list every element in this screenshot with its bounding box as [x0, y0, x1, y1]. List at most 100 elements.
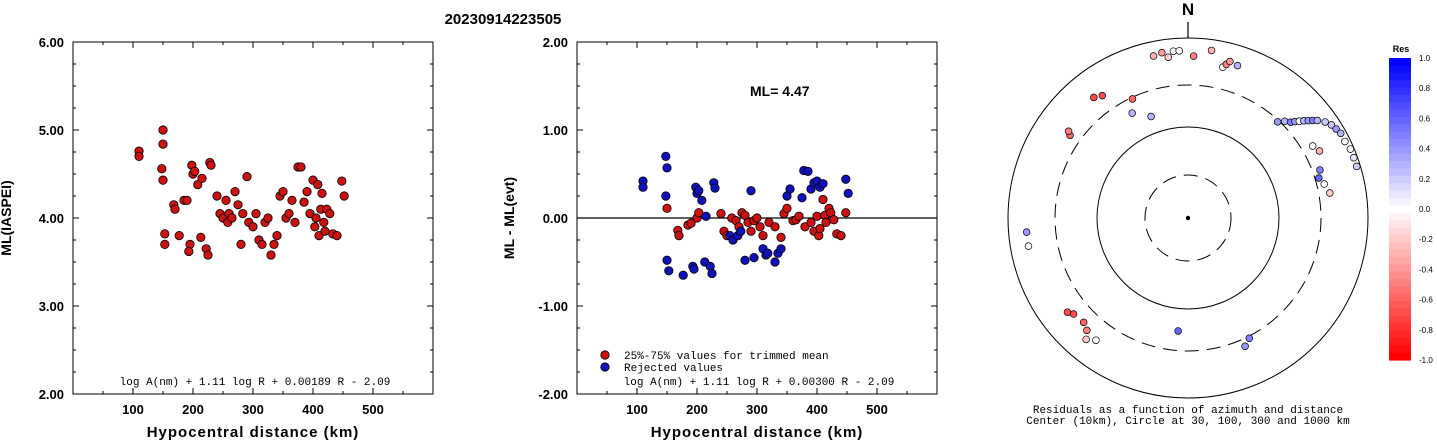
station-marker: [1128, 109, 1136, 117]
residual-point-s1: [664, 266, 674, 276]
residual-point-s1: [803, 166, 813, 176]
residual-points: [638, 151, 853, 280]
ml-point-s0: [212, 191, 222, 201]
station-marker: [1273, 118, 1282, 126]
colorbar-tick-label: -0.8: [1419, 326, 1433, 335]
colorbar-swatch: [1389, 234, 1411, 243]
station-marker: [1332, 125, 1340, 133]
colorbar-swatch: [1389, 212, 1411, 221]
station-marker: [1174, 327, 1182, 335]
legend-rejected-marker: [600, 362, 610, 372]
ml-point-s0: [184, 246, 194, 257]
ml-point-s0: [332, 231, 342, 241]
station-marker: [1158, 48, 1166, 57]
colorbar-swatch: [1389, 301, 1411, 310]
residual-point-s0: [806, 217, 816, 227]
map-caption-line1: Residuals as a function of azimuth and d…: [1033, 405, 1343, 417]
residual-point-s1: [785, 184, 795, 194]
ml-y-tick-label: 3.00: [39, 299, 64, 314]
colorbar-swatch: [1389, 197, 1411, 206]
ml-point-s0: [317, 188, 327, 198]
colorbar-swatch: [1389, 293, 1411, 302]
ml-point-s0: [278, 187, 288, 197]
station-marker: [1350, 153, 1358, 162]
residual-point-s1: [707, 268, 717, 279]
colorbar-tick-label: 0.6: [1419, 114, 1431, 123]
colorbar-swatch: [1389, 227, 1411, 236]
residual-x-ticks: 100 200 300 400 500: [606, 42, 908, 417]
residual-point-s1: [776, 244, 786, 254]
station-marker: [1241, 342, 1249, 351]
residual-point-s0: [716, 209, 726, 219]
event-title: 20230914223505: [445, 11, 562, 28]
ml-point-s0: [158, 139, 168, 149]
ml-point-s0: [272, 231, 282, 241]
ml-point-s0: [284, 209, 294, 219]
ml-y-tick-label: 4.00: [39, 211, 64, 226]
ml-x-tick-label: 300: [242, 402, 264, 417]
station-marker: [1226, 57, 1234, 66]
residual-point-s0: [815, 223, 825, 234]
colorbar-swatch: [1389, 271, 1411, 280]
station-marker: [1024, 242, 1033, 250]
station-marker: [1352, 162, 1361, 171]
residual-point-s1: [661, 151, 671, 161]
station-marker: [1233, 61, 1242, 70]
ml-point-s0: [203, 250, 213, 260]
residual-point-s0: [694, 208, 704, 218]
legend-rejected-label: Rejected values: [624, 363, 723, 375]
ml-point-s0: [263, 213, 273, 223]
ml-x-tick-label: 200: [182, 402, 204, 417]
residual-point-s1: [797, 193, 807, 203]
station-marker: [1341, 137, 1349, 146]
colorbar-swatch: [1389, 102, 1411, 111]
colorbar-swatch: [1389, 249, 1411, 258]
residual-point-s0: [836, 231, 846, 241]
residual-point-s1: [749, 253, 759, 263]
colorbar-swatch: [1389, 153, 1411, 162]
colorbar-swatch: [1389, 315, 1411, 324]
ml-formula: log A(nm) + 1.11 log R + 0.00189 R - 2.0…: [120, 377, 391, 389]
residual-point-s1: [763, 248, 773, 258]
colorbar-swatch: [1389, 146, 1411, 155]
ml-x-ticks: 100 200 300 400 500: [102, 42, 404, 417]
station-marker: [1082, 335, 1090, 344]
ml-point-s0: [134, 151, 144, 161]
ml-point-s0: [170, 204, 180, 214]
residual-point-s0: [755, 222, 765, 232]
residual-vs-distance-chart: -2.00 -1.00 0.00 1.00 2.00 100 200 300 400 500 M…: [501, 35, 938, 441]
station-marker: [1321, 118, 1329, 126]
ml-point-s0: [160, 239, 170, 249]
ml-y-tick-label: 2.00: [39, 387, 64, 402]
colorbar-swatch: [1389, 337, 1411, 346]
epicenter-dot: [1185, 215, 1191, 221]
station-marker: [1149, 52, 1158, 60]
residual-point-s0: [841, 208, 851, 218]
residual-point-s1: [678, 270, 688, 280]
residual-y-tick-label: -2.00: [538, 387, 568, 402]
residual-point-s0: [752, 213, 762, 223]
map-caption-line2: Center (10km), Circle at 30, 100, 300 an…: [1026, 416, 1350, 428]
colorbar-swatch: [1389, 139, 1411, 147]
colorbar-swatch: [1389, 58, 1411, 66]
residual-point-s0: [758, 231, 768, 241]
residual-point-s1: [662, 255, 672, 265]
colorbar-swatch: [1389, 220, 1411, 229]
colorbar-swatch: [1389, 256, 1411, 265]
ml-point-s0: [319, 217, 329, 227]
residual-point-s0: [746, 226, 756, 236]
ml-point-s0: [227, 213, 237, 223]
ml-point-s0: [296, 162, 306, 172]
circle-30km: [1144, 174, 1232, 262]
colorbar-swatch: [1389, 345, 1411, 354]
ml-point-s0: [313, 179, 323, 190]
station-marker: [1245, 334, 1254, 343]
station-marker: [1092, 336, 1100, 344]
residual-y-ticks: -2.00 -1.00 0.00 1.00 2.00: [538, 35, 937, 402]
colorbar-tick-label: 0.8: [1419, 84, 1431, 93]
colorbar-swatch: [1389, 116, 1411, 125]
station-marker: [1098, 91, 1107, 100]
residual-point-s0: [829, 215, 839, 225]
ml-point-s0: [190, 166, 200, 176]
